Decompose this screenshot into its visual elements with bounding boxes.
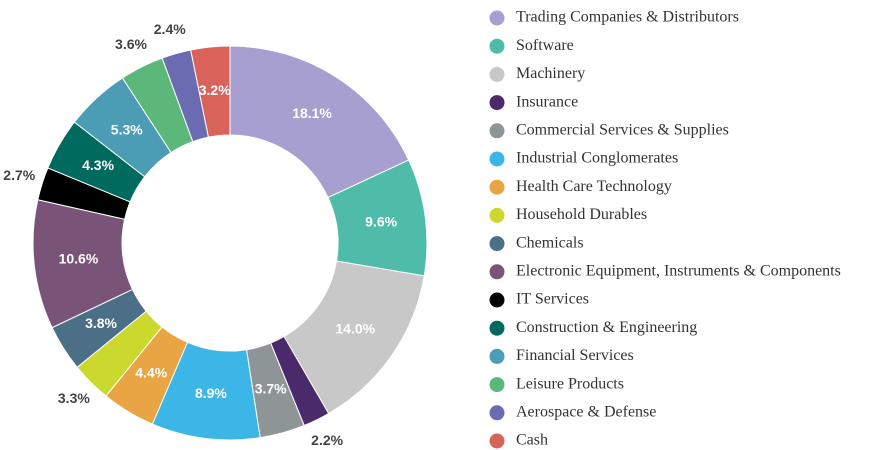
legend-label: IT Services	[516, 291, 589, 308]
legend-label: Cash	[516, 432, 548, 449]
legend-swatch	[489, 320, 505, 336]
value-label: 9.6%	[365, 213, 397, 229]
legend-swatch	[489, 236, 505, 252]
legend-swatch	[489, 292, 505, 308]
value-label: 14.0%	[335, 321, 375, 337]
legend-swatch	[489, 66, 505, 82]
legend-label: Insurance	[516, 93, 578, 110]
legend-swatch	[489, 207, 505, 223]
slice	[229, 45, 410, 199]
value-label: 3.7%	[255, 381, 287, 397]
legend-label: Household Durables	[516, 206, 647, 223]
legend-label: Electronic Equipment, Instruments & Comp…	[516, 262, 841, 279]
legend-label: Health Care Technology	[516, 178, 672, 195]
legend-swatch	[489, 123, 505, 139]
legend-label: Commercial Services & Supplies	[516, 121, 729, 138]
legend-swatch	[489, 151, 505, 167]
legend-label: Trading Companies & Distributors	[516, 9, 739, 26]
legend-label: Leisure Products	[516, 375, 624, 392]
legend-label: Industrial Conglomerates	[516, 150, 678, 167]
value-label: 8.9%	[195, 385, 227, 401]
value-label: 3.3%	[58, 390, 90, 406]
legend-swatch	[489, 95, 505, 111]
value-label: 2.4%	[154, 21, 186, 37]
legend-label: Aerospace & Defense	[516, 403, 656, 420]
legend-label: Software	[516, 37, 574, 54]
value-label: 3.2%	[199, 82, 231, 98]
legend-swatch	[489, 348, 505, 364]
legend-label: Construction & Engineering	[516, 319, 697, 336]
legend-label: Chemicals	[516, 234, 584, 251]
legend-label: Financial Services	[516, 347, 634, 364]
legend-swatch	[489, 433, 505, 449]
legend-swatch	[489, 38, 505, 54]
value-label: 18.1%	[292, 105, 332, 121]
value-label: 10.6%	[59, 251, 99, 267]
value-label: 3.8%	[85, 315, 117, 331]
legend-swatch	[489, 179, 505, 195]
legend-label: Machinery	[516, 65, 585, 82]
legend-swatch	[489, 10, 505, 26]
value-label: 4.3%	[82, 157, 114, 173]
value-label: 4.4%	[135, 364, 167, 380]
legend-swatch	[489, 377, 505, 393]
value-label: 3.6%	[115, 36, 147, 52]
legend-swatch	[489, 405, 505, 421]
value-label: 5.3%	[111, 121, 143, 137]
value-label: 2.2%	[311, 432, 343, 448]
slice	[190, 45, 231, 138]
legend-swatch	[489, 264, 505, 280]
value-label: 2.7%	[3, 167, 35, 183]
